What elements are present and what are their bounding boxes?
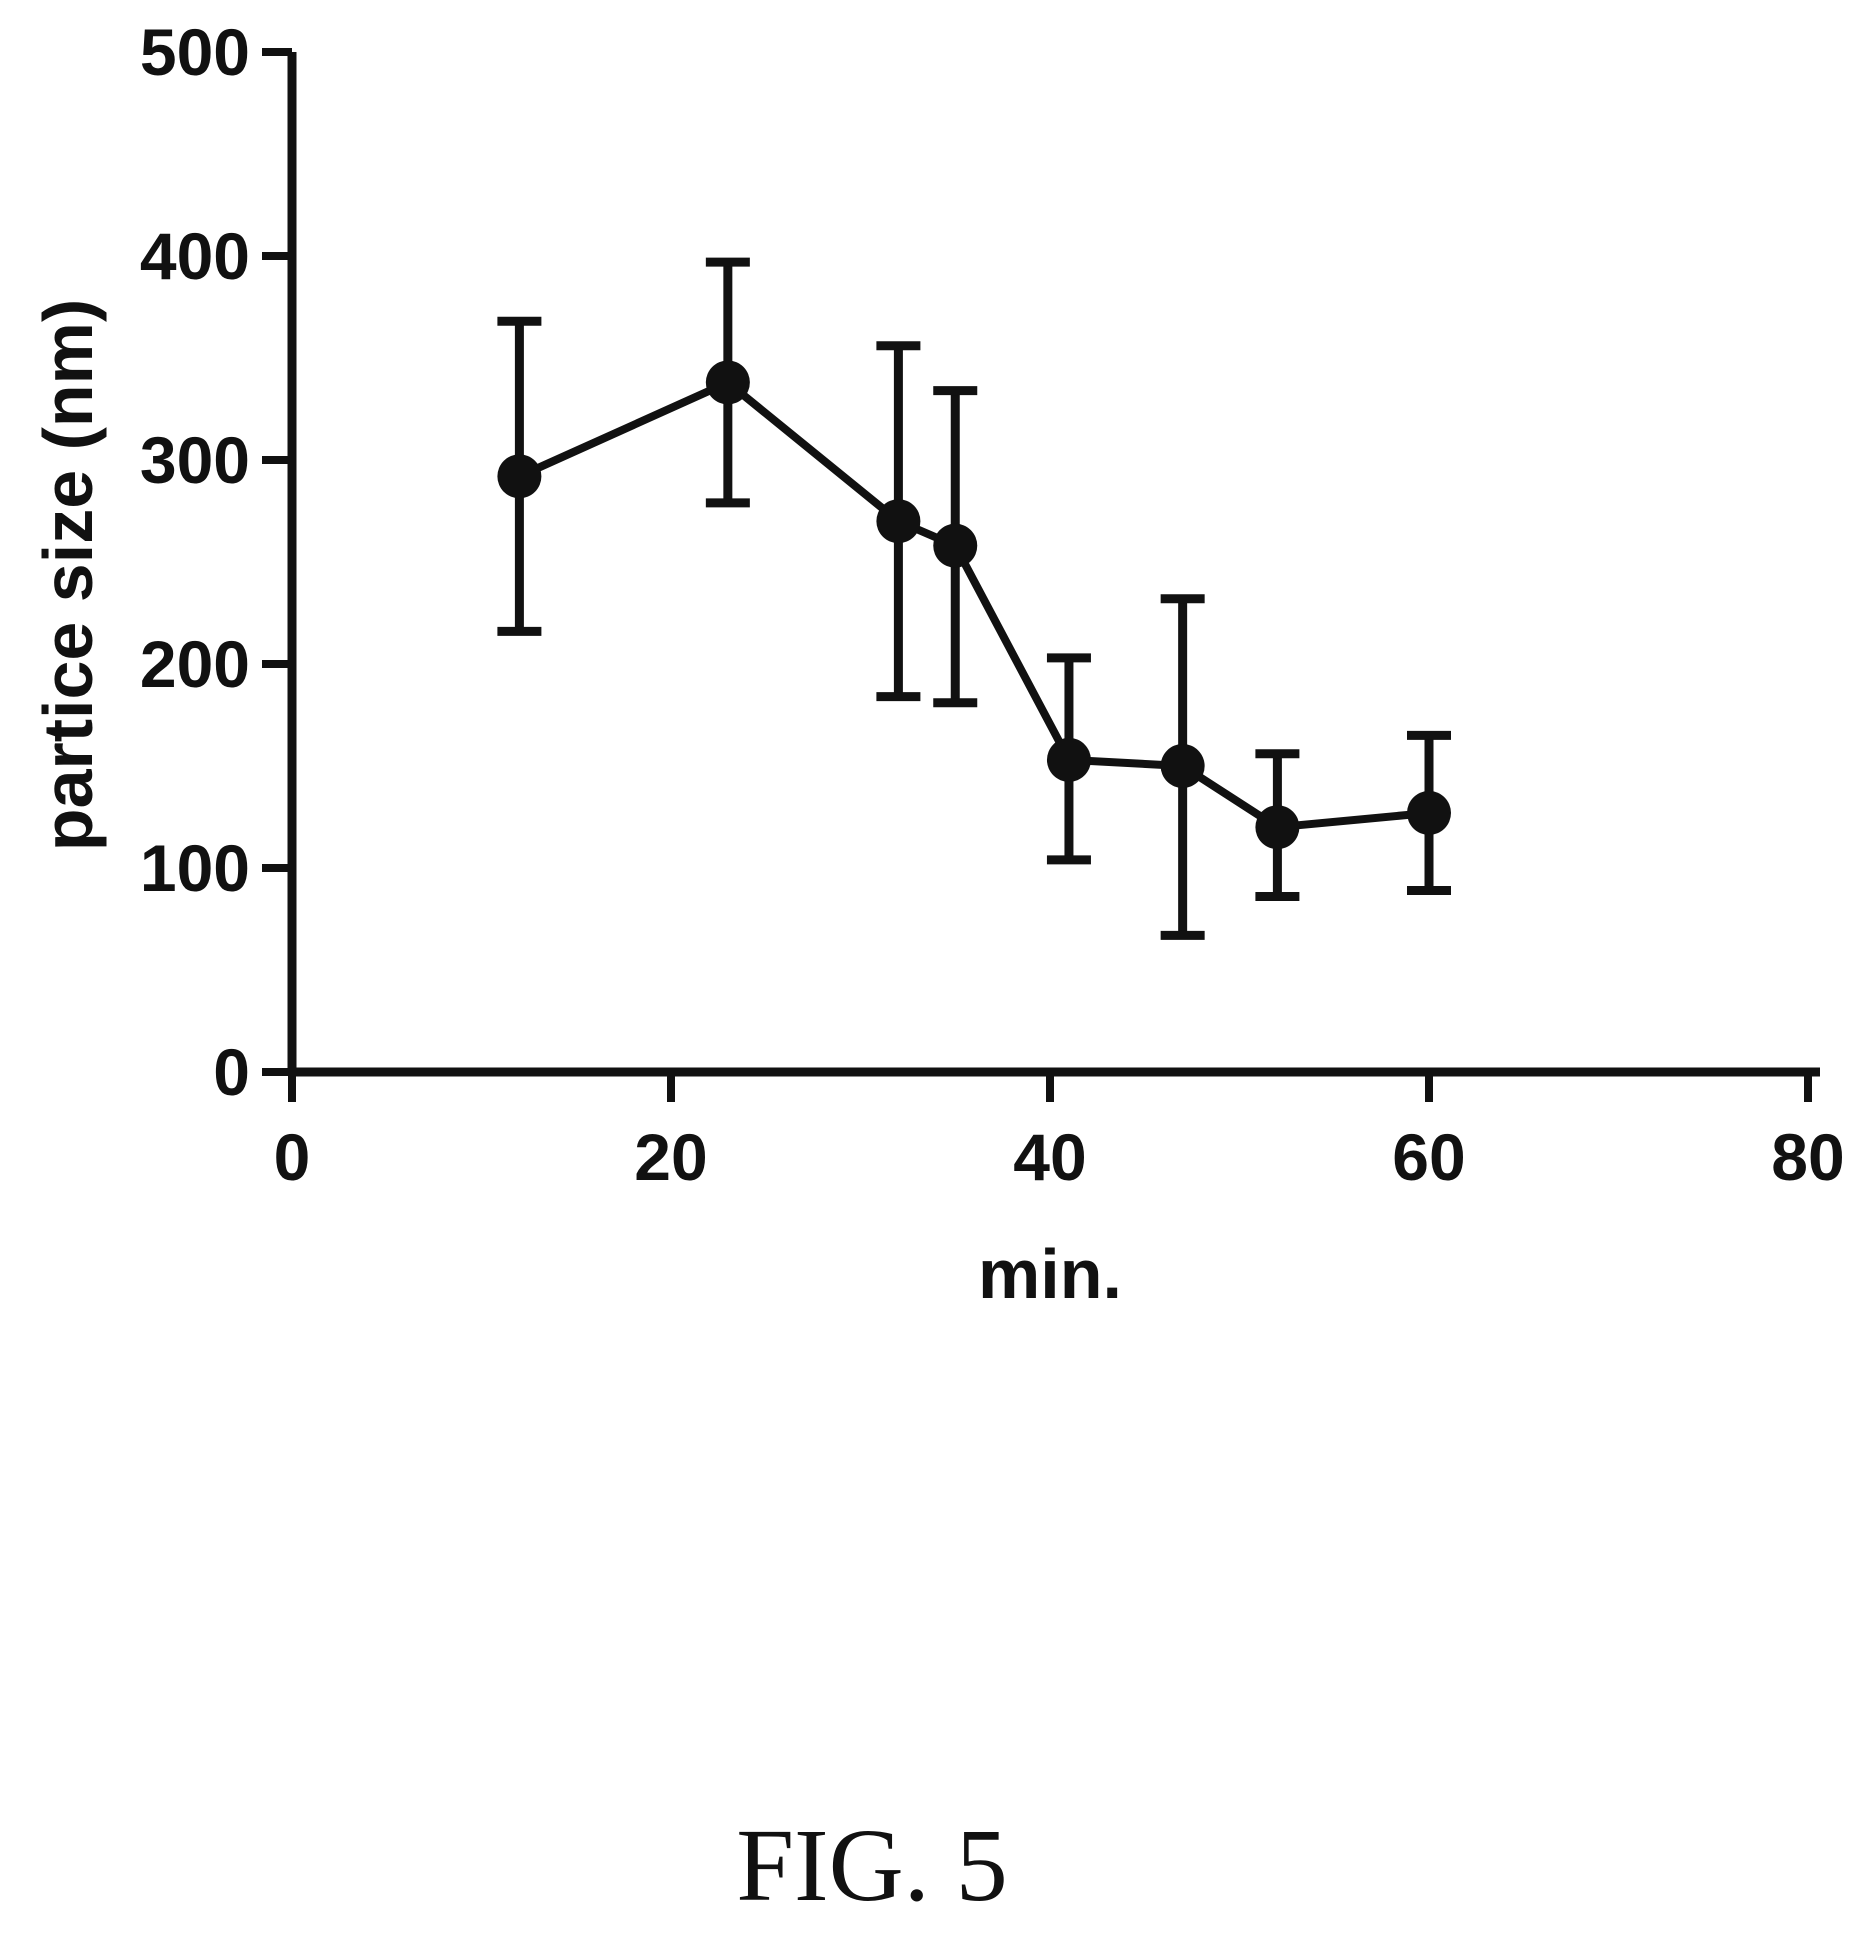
x-tick-label: 40 (1013, 1120, 1086, 1194)
series-line (517, 378, 1430, 832)
data-point (1046, 737, 1091, 782)
data-point (876, 499, 921, 544)
y-tick-label: 400 (140, 219, 250, 293)
error-bars (497, 257, 1451, 940)
y-tick-label: 100 (140, 831, 250, 905)
y-ticks: 0 100 200 300 400 500 (140, 15, 292, 1109)
figure-caption: FIG. 5 (736, 1808, 1008, 1923)
x-tick-label: 20 (634, 1120, 707, 1194)
x-axis-title: min. (978, 1235, 1122, 1313)
x-tick-label: 60 (1392, 1120, 1465, 1194)
x-tick-label: 80 (1771, 1120, 1844, 1194)
y-tick-label: 0 (213, 1035, 250, 1109)
data-points (497, 360, 1451, 850)
data-point (705, 360, 750, 405)
data-point (933, 523, 978, 568)
y-tick-label: 300 (140, 423, 250, 497)
data-point (1255, 805, 1300, 850)
y-tick-label: 200 (140, 627, 250, 701)
data-point (1160, 744, 1205, 788)
data-point (1407, 790, 1451, 835)
data-point (497, 454, 542, 499)
x-ticks: 0 20 40 60 80 (274, 1072, 1845, 1194)
y-axis-title: partice size (nm) (29, 299, 107, 851)
x-tick-label: 0 (274, 1120, 311, 1194)
y-tick-label: 500 (140, 15, 250, 89)
